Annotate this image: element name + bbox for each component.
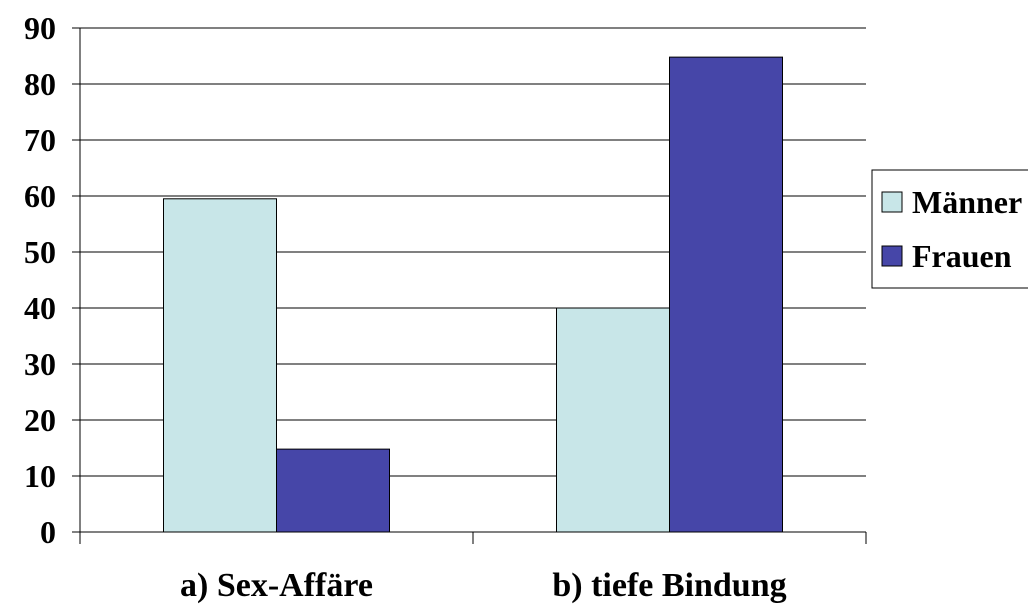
x-category-labels: a) Sex-Affäre b) tiefe Bindung — [180, 567, 787, 604]
bar-maenner-1 — [163, 198, 277, 533]
bar-frauen-2 — [669, 56, 783, 533]
x-category-label: b) tiefe Bindung — [552, 567, 786, 604]
y-tick-label: 30 — [24, 346, 56, 382]
legend-box — [871, 169, 1028, 289]
y-tick-label: 10 — [24, 458, 56, 494]
bar-frauen-1 — [276, 448, 390, 533]
legend-swatch — [881, 245, 903, 267]
y-tick-label: 70 — [24, 122, 56, 158]
y-tick-label: 40 — [24, 290, 56, 326]
legend-label: Frauen — [912, 238, 1012, 274]
legend-label: Männer — [912, 184, 1022, 220]
bar-maenner-2 — [556, 307, 670, 533]
axes — [72, 27, 867, 544]
y-tick-label: 20 — [24, 402, 56, 438]
y-tick-label: 80 — [24, 66, 56, 102]
y-tick-label: 60 — [24, 178, 56, 214]
x-category-label: a) Sex-Affäre — [180, 567, 373, 604]
bars — [163, 56, 783, 533]
y-tick-label: 90 — [24, 10, 56, 46]
legend: Männer Frauen — [871, 169, 1028, 289]
y-tick-labels: 0 10 20 30 40 50 60 70 80 90 — [24, 10, 56, 550]
legend-swatch — [881, 191, 903, 213]
y-tick-label: 0 — [40, 514, 56, 550]
y-tick-label: 50 — [24, 234, 56, 270]
